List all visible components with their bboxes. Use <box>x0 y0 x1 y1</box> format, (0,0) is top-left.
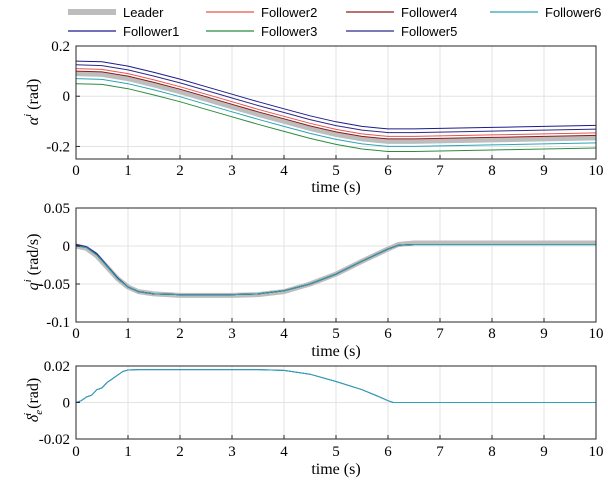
q-ytick-label-1: -0.05 <box>39 277 70 293</box>
delta-series-follower6 <box>75 369 596 403</box>
alpha-series-follower2 <box>75 68 597 137</box>
q-xtick-label-9: 9 <box>540 326 548 342</box>
alpha-xlabel: time (s) <box>311 179 360 196</box>
delta-xtick-label-2: 2 <box>176 444 184 460</box>
alpha-series-follower4 <box>75 70 597 140</box>
alpha-series-follower5 <box>75 64 597 134</box>
delta-xtick-label-3: 3 <box>228 444 236 460</box>
delta-xlabel: time (s) <box>311 461 360 478</box>
q-xtick-label-6: 6 <box>384 326 392 342</box>
alpha-xtick-label-4: 4 <box>280 163 288 179</box>
alpha-xtick-label-0: 0 <box>72 163 80 179</box>
alpha-xtick-label-10: 10 <box>589 163 604 179</box>
delta-xtick-label-9: 9 <box>540 444 548 460</box>
alpha-series-follower6 <box>75 78 597 147</box>
alpha-xtick-label-9: 9 <box>540 163 548 179</box>
delta-ylabel: δei (rad) <box>22 378 45 422</box>
legend-label-follower4: Follower4 <box>401 5 457 20</box>
legend: Leader Follower1 Follower2 Follower3 Followe… <box>68 5 601 39</box>
q-xtick-label-4: 4 <box>280 326 288 342</box>
delta-xtick-label-4: 4 <box>280 444 288 460</box>
legend-label-leader: Leader <box>123 5 164 20</box>
q-xtick-label-2: 2 <box>176 326 184 342</box>
q-xtick-label-3: 3 <box>228 326 236 342</box>
alpha-xtick-label-2: 2 <box>176 163 184 179</box>
delta-ytick-label-2: 0.02 <box>44 359 70 375</box>
q-ytick-label-2: 0 <box>63 239 71 255</box>
delta-xtick-label-5: 5 <box>332 444 340 460</box>
legend-label-follower1: Follower1 <box>123 24 179 39</box>
legend-label-follower3: Follower3 <box>261 24 317 39</box>
alpha-xtick-label-5: 5 <box>332 163 340 179</box>
delta-xtick-label-1: 1 <box>124 444 132 460</box>
q-xtick-label-0: 0 <box>72 326 80 342</box>
alpha-series-follower1 <box>75 60 597 130</box>
legend-label-follower6: Follower6 <box>545 5 601 20</box>
q-xlabel: time (s) <box>311 343 360 360</box>
delta-xtick-label-0: 0 <box>72 444 80 460</box>
q-xtick-label-7: 7 <box>436 326 444 342</box>
alpha-ytick-label-2: 0.2 <box>51 39 70 55</box>
delta-ytick-label-0: -0.02 <box>39 432 70 448</box>
alpha-xtick-label-8: 8 <box>488 163 496 179</box>
q-xtick-label-1: 1 <box>124 326 132 342</box>
q-ytick-label-0: -0.1 <box>46 315 70 331</box>
alpha-xtick-label-1: 1 <box>124 163 132 179</box>
alpha-series-leader <box>75 71 597 144</box>
legend-label-follower5: Follower5 <box>401 24 457 39</box>
alpha-ytick-label-1: 0 <box>63 89 71 105</box>
q-series-follower6 <box>75 244 596 296</box>
alpha-ylabel: αi (rad) <box>22 79 42 126</box>
delta-xtick-label-8: 8 <box>488 444 496 460</box>
alpha-xtick-label-3: 3 <box>228 163 236 179</box>
delta-ytick-label-1: 0 <box>63 396 71 412</box>
delta-xtick-label-7: 7 <box>436 444 444 460</box>
delta-xtick-label-10: 10 <box>589 444 604 460</box>
q-plot: 0 1 2 3 4 5 6 7 8 9 10 -0.1 -0.05 0 0.05 time (s) qi (ra… <box>22 201 604 360</box>
alpha-series-follower3 <box>75 83 597 152</box>
alpha-xtick-label-6: 6 <box>384 163 392 179</box>
alpha-ytick-label-0: -0.2 <box>46 139 70 155</box>
q-ytick-label-3: 0.05 <box>44 201 70 217</box>
delta-xtick-label-6: 6 <box>384 444 392 460</box>
q-xtick-label-8: 8 <box>488 326 496 342</box>
q-xtick-label-5: 5 <box>332 326 340 342</box>
legend-label-follower2: Follower2 <box>261 5 317 20</box>
q-xtick-label-10: 10 <box>589 326 604 342</box>
alpha-xtick-label-7: 7 <box>436 163 444 179</box>
q-ylabel: qi (rad/s) <box>22 234 42 291</box>
